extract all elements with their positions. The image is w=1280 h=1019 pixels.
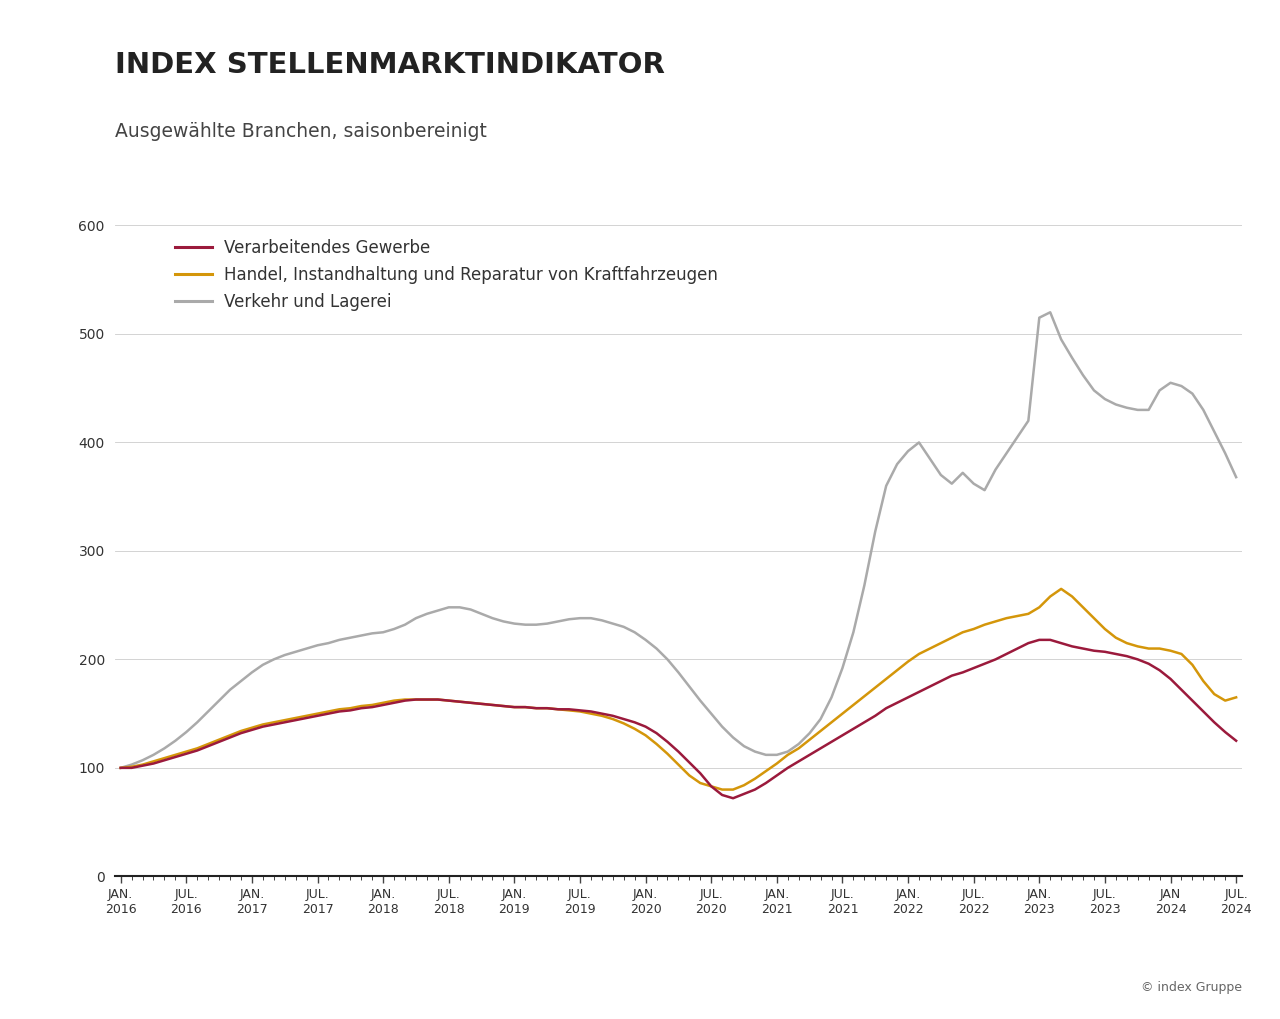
Text: Ausgewählte Branchen, saisonbereinigt: Ausgewählte Branchen, saisonbereinigt — [115, 122, 488, 142]
Text: INDEX STELLENMARKTINDIKATOR: INDEX STELLENMARKTINDIKATOR — [115, 51, 666, 78]
Legend: Verarbeitendes Gewerbe, Handel, Instandhaltung und Reparatur von Kraftfahrzeugen: Verarbeitendes Gewerbe, Handel, Instandh… — [169, 232, 724, 318]
Text: © index Gruppe: © index Gruppe — [1140, 980, 1242, 994]
